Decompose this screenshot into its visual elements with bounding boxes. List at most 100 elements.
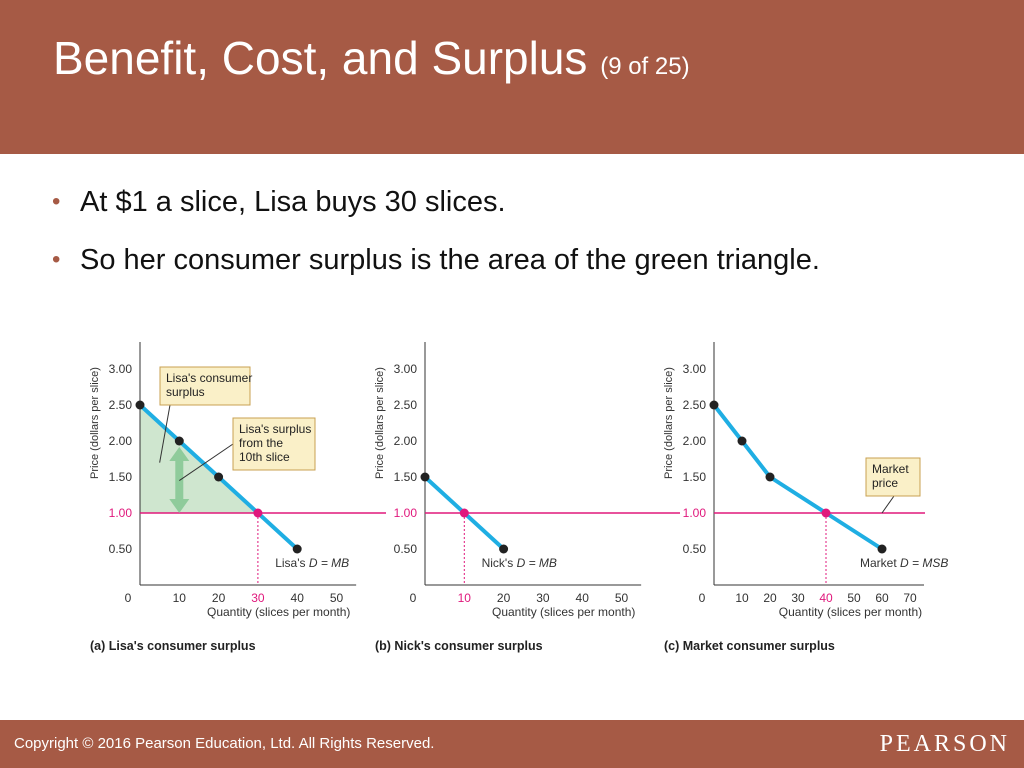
x-tick-label: 30 bbox=[536, 591, 550, 605]
x-tick-label: 50 bbox=[615, 591, 629, 605]
y-tick-label: 2.50 bbox=[109, 398, 133, 412]
data-point bbox=[135, 400, 145, 410]
data-point bbox=[420, 472, 430, 482]
curve-label-name: Nick's bbox=[482, 556, 517, 570]
x-axis-title: Quantity (slices per month) bbox=[207, 605, 350, 619]
x-tick-label: 60 bbox=[875, 591, 889, 605]
callout-text: 10th slice bbox=[239, 450, 290, 464]
bullet-item: • At $1 a slice, Lisa buys 30 slices. bbox=[52, 182, 1012, 240]
x-tick-label: 30 bbox=[251, 591, 265, 605]
consumer-surplus-charts: 0.50 1.00 1.50 2.00 2.50 3.00 0 10 20 30 40 50 Price… bbox=[89, 342, 948, 653]
callout-text: from the bbox=[239, 436, 283, 450]
x-tick-label: 0 bbox=[410, 591, 417, 605]
x-tick-label: 20 bbox=[497, 591, 511, 605]
curve-label: Lisa's D = MB bbox=[275, 556, 349, 570]
y-tick-label: 0.50 bbox=[394, 542, 418, 556]
curve-label-name: Market bbox=[860, 556, 900, 570]
callout-text: Market bbox=[872, 462, 909, 476]
x-tick-label: 20 bbox=[212, 591, 226, 605]
pearson-logo: PEARSON bbox=[879, 731, 1010, 757]
x-tick-label: 70 bbox=[903, 591, 917, 605]
panel-title: (a) Lisa's consumer surplus bbox=[90, 639, 256, 653]
y-tick-label: 3.00 bbox=[109, 362, 133, 376]
y-axis-title: Price (dollars per slice) bbox=[663, 367, 675, 479]
curve-label-formula: D = MB bbox=[309, 556, 349, 570]
x-tick-label: 0 bbox=[699, 591, 706, 605]
demand-curve bbox=[712, 403, 884, 551]
data-point bbox=[765, 472, 775, 482]
bullet-text: So her consumer surplus is the area of t… bbox=[80, 244, 820, 276]
x-tick-label: 20 bbox=[763, 591, 777, 605]
x-axis-title: Quantity (slices per month) bbox=[779, 605, 922, 619]
y-tick-label: 1.00 bbox=[683, 506, 707, 520]
callout-box bbox=[159, 366, 251, 406]
x-axis-title: Quantity (slices per month) bbox=[492, 605, 635, 619]
callout-text: surplus bbox=[166, 385, 205, 399]
data-point bbox=[214, 472, 224, 482]
y-tick-label: 3.00 bbox=[394, 362, 418, 376]
data-point bbox=[737, 436, 747, 446]
callout-leader-line bbox=[159, 404, 171, 463]
y-tick-label: 2.00 bbox=[683, 434, 707, 448]
bullet-text: At $1 a slice, Lisa buys 30 slices. bbox=[80, 186, 506, 218]
y-tick-label: 2.50 bbox=[394, 398, 418, 412]
callout-text: Lisa's surplus bbox=[239, 422, 311, 436]
callout-leader-line bbox=[881, 495, 895, 514]
panel-title: (c) Market consumer surplus bbox=[664, 639, 835, 653]
copyright-text: Copyright © 2016 Pearson Education, Ltd.… bbox=[14, 735, 435, 752]
x-tick-label: 10 bbox=[735, 591, 749, 605]
x-tick-label: 40 bbox=[576, 591, 590, 605]
y-axis-title: Price (dollars per slice) bbox=[89, 367, 101, 479]
x-tick-label: 10 bbox=[458, 591, 472, 605]
y-tick-label: 3.00 bbox=[683, 362, 707, 376]
y-tick-label: 2.00 bbox=[394, 434, 418, 448]
bullet-list: • At $1 a slice, Lisa buys 30 slices. • So… bbox=[52, 182, 1012, 298]
y-tick-label: 2.00 bbox=[109, 434, 133, 448]
x-tick-label: 10 bbox=[173, 591, 187, 605]
callout-text: price bbox=[872, 476, 898, 490]
x-tick-label: 40 bbox=[291, 591, 305, 605]
data-point bbox=[877, 544, 887, 554]
callout-box bbox=[865, 457, 921, 497]
callout-box bbox=[232, 417, 316, 471]
y-tick-label: 1.50 bbox=[394, 470, 418, 484]
y-tick-label: 1.50 bbox=[683, 470, 707, 484]
bullet-icon: • bbox=[52, 246, 61, 273]
callout-leader-line bbox=[179, 443, 234, 482]
x-tick-label: 50 bbox=[330, 591, 344, 605]
y-tick-label: 1.50 bbox=[109, 470, 133, 484]
y-tick-label: 0.50 bbox=[683, 542, 707, 556]
slide-counter: (9 of 25) bbox=[600, 53, 690, 80]
callout-text: Lisa's consumer bbox=[166, 371, 252, 385]
data-point bbox=[499, 544, 509, 554]
x-tick-label: 0 bbox=[125, 591, 132, 605]
data-point bbox=[709, 400, 719, 410]
curve-label-formula: D = MSB bbox=[900, 556, 948, 570]
y-tick-label: 0.50 bbox=[109, 542, 133, 556]
slide-title: Benefit, Cost, and Surplus (9 of 25) bbox=[53, 30, 690, 95]
surplus-arrow-head-up bbox=[169, 447, 190, 461]
y-tick-label: 1.00 bbox=[394, 506, 418, 520]
bullet-item: • So her consumer surplus is the area of … bbox=[52, 240, 1012, 298]
x-tick-label: 30 bbox=[791, 591, 805, 605]
footer-bar: Copyright © 2016 Pearson Education, Ltd.… bbox=[0, 720, 1024, 768]
curve-label-formula: D = MB bbox=[517, 556, 557, 570]
equilibrium-point bbox=[459, 508, 469, 518]
data-point bbox=[174, 436, 184, 446]
x-tick-label: 50 bbox=[847, 591, 861, 605]
curve-label: Nick's D = MB bbox=[482, 556, 557, 570]
curve-label-name: Lisa's bbox=[275, 556, 309, 570]
equilibrium-point bbox=[821, 508, 831, 518]
equilibrium-point bbox=[253, 508, 263, 518]
bullet-icon: • bbox=[52, 188, 61, 215]
y-tick-label: 2.50 bbox=[683, 398, 707, 412]
curve-label: Market D = MSB bbox=[860, 556, 948, 570]
title-bar: Benefit, Cost, and Surplus (9 of 25) bbox=[0, 0, 1024, 154]
slide-title-text: Benefit, Cost, and Surplus bbox=[53, 32, 588, 84]
x-tick-label: 40 bbox=[819, 591, 833, 605]
y-tick-label: 1.00 bbox=[109, 506, 133, 520]
data-point bbox=[292, 544, 302, 554]
y-axis-title: Price (dollars per slice) bbox=[374, 367, 386, 479]
surplus-arrow-head-down bbox=[169, 499, 190, 513]
panel-title: (b) Nick's consumer surplus bbox=[375, 639, 543, 653]
